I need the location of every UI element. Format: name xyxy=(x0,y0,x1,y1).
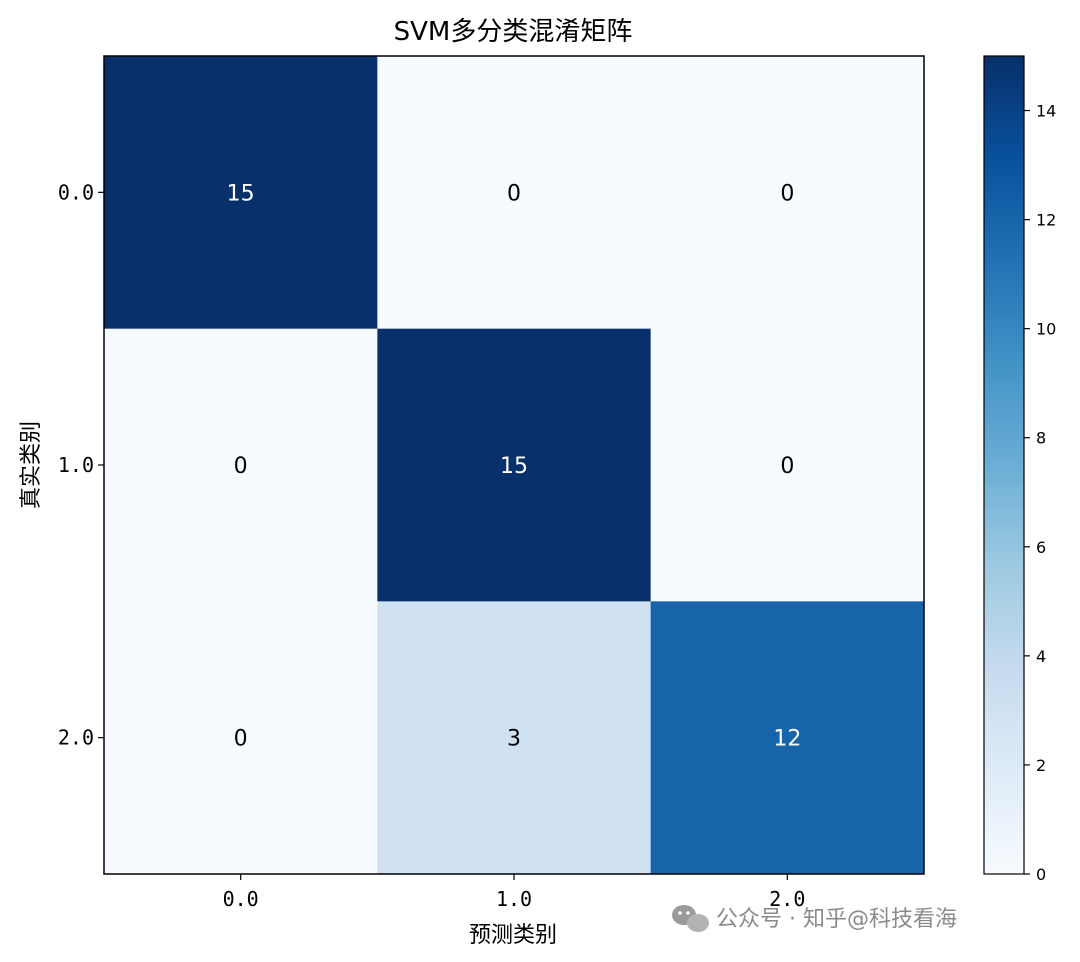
chart-title: SVM多分类混淆矩阵 xyxy=(394,17,633,47)
watermark-text: 公众号 · 知乎@科技看海 xyxy=(716,907,957,932)
x-tick-label: 0.0 xyxy=(223,887,259,911)
x-axis-label: 预测类别 xyxy=(469,923,557,948)
colorbar-tick-label: 6 xyxy=(1036,538,1046,557)
cell-value: 15 xyxy=(500,454,528,479)
colorbar-tick-label: 14 xyxy=(1036,102,1056,121)
heatmap-cell xyxy=(650,328,925,602)
y-tick-label: 2.0 xyxy=(58,726,94,750)
colorbar-tick-label: 0 xyxy=(1036,865,1046,884)
y-axis-label: 真实类别 xyxy=(19,421,44,509)
heatmap-cell xyxy=(650,56,925,330)
heatmap-cell xyxy=(104,328,378,602)
heatmap-cells xyxy=(104,56,925,875)
heatmap-cell xyxy=(377,601,652,875)
y-ticks: 0.0 1.0 2.0 xyxy=(58,180,104,750)
cell-value: 3 xyxy=(507,727,521,752)
heatmap-cell xyxy=(650,601,925,875)
x-tick-label: 2.0 xyxy=(769,887,805,911)
wechat-icon xyxy=(672,905,709,932)
x-tick-label: 1.0 xyxy=(496,887,532,911)
colorbar-tick-label: 10 xyxy=(1036,320,1056,339)
cell-value: 0 xyxy=(234,727,248,752)
colorbar-ticks: 0 2 4 6 8 10 12 14 xyxy=(1024,102,1056,884)
colorbar-tick-label: 8 xyxy=(1036,429,1046,448)
cell-value: 0 xyxy=(780,181,794,206)
watermark: 公众号 · 知乎@科技看海 xyxy=(672,905,957,932)
colorbar xyxy=(983,55,1025,875)
y-tick-label: 0.0 xyxy=(58,180,94,204)
cell-value: 0 xyxy=(234,454,248,479)
y-tick-label: 1.0 xyxy=(58,453,94,477)
cell-value: 12 xyxy=(773,727,801,752)
heatmap-cell xyxy=(104,56,378,330)
x-ticks: 0.0 1.0 2.0 xyxy=(223,874,805,911)
heatmap-cell xyxy=(104,601,378,875)
cell-value: 0 xyxy=(507,181,521,206)
heatmap-cell xyxy=(377,328,652,602)
heatmap-cell xyxy=(377,56,652,330)
colorbar-tick-label: 2 xyxy=(1036,756,1046,775)
colorbar-tick-label: 12 xyxy=(1036,211,1056,230)
cell-value: 0 xyxy=(780,454,794,479)
cell-labels: 15 0 0 0 15 0 0 3 12 xyxy=(227,181,802,751)
colorbar-tick-label: 4 xyxy=(1036,647,1046,666)
cell-value: 15 xyxy=(227,181,255,206)
